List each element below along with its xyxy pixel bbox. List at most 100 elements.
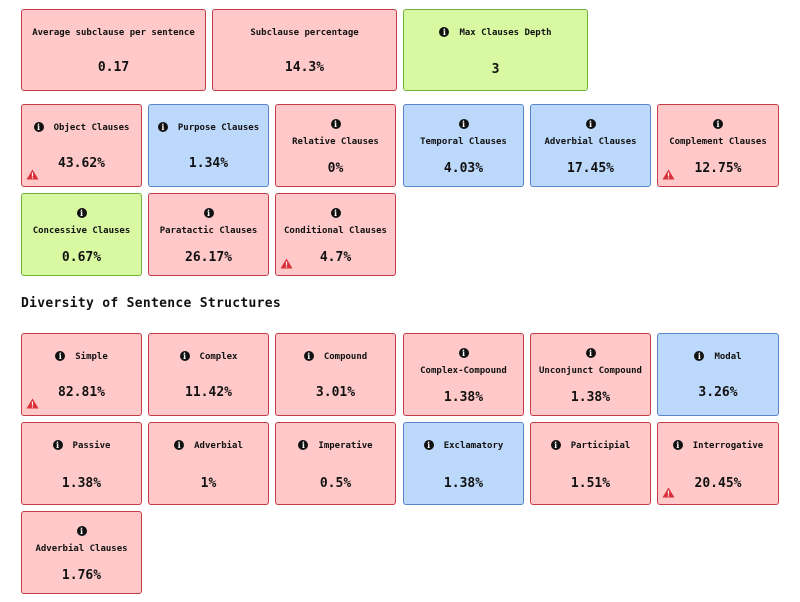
section-title: Diversity of Sentence Structures <box>21 296 282 311</box>
structure-label-row: i Exclamatory <box>404 439 523 452</box>
info-icon[interactable]: i <box>672 439 683 450</box>
structure-value: 3.01% <box>315 385 356 400</box>
info-icon[interactable]: i <box>174 439 185 450</box>
info-icon[interactable]: i <box>330 119 341 129</box>
structure-card-exclamatory: i Exclamatory 1.38% <box>403 422 524 505</box>
metric-label-row: i Max Clauses Depth <box>404 26 587 39</box>
structure-label: Interrogative <box>692 441 764 451</box>
clause-value: 4.03% <box>443 161 484 176</box>
structure-label-row: i Simple <box>22 350 141 363</box>
warning-icon <box>662 487 675 498</box>
clause-value: 12.75% <box>694 161 742 176</box>
metric-value: 3 <box>491 62 500 77</box>
info-icon[interactable]: i <box>203 208 214 218</box>
clause-label: Complement Clauses <box>669 137 767 147</box>
clause-value: 0.67% <box>61 250 102 265</box>
metric-label: Average subclause per sentence <box>32 28 195 38</box>
info-icon[interactable]: i <box>179 350 190 361</box>
structure-value: 82.81% <box>58 385 105 400</box>
structure-label: Exclamatory <box>443 441 504 451</box>
clause-card-complement: i Complement Clauses 12.75% <box>657 104 779 187</box>
structure-label: Adverbial Clauses <box>35 544 128 554</box>
structure-value: 1.38% <box>443 390 484 405</box>
structure-card-simple: i Simple 82.81% <box>21 333 142 416</box>
info-icon[interactable]: i <box>458 119 469 129</box>
warning-icon <box>280 258 293 269</box>
clause-value: 1.34% <box>188 156 229 171</box>
structure-card-passive: i Passive 1.38% <box>21 422 142 505</box>
info-icon[interactable]: i <box>76 526 87 536</box>
structure-label-row: i Interrogative <box>658 439 778 452</box>
clause-value: 0% <box>327 161 344 176</box>
structure-label: Imperative <box>318 441 373 451</box>
info-icon[interactable]: i <box>458 348 469 358</box>
info-icon[interactable]: i <box>52 439 63 450</box>
metric-value: 0.17 <box>97 60 130 75</box>
info-icon[interactable]: i <box>439 26 450 37</box>
info-icon[interactable]: i <box>550 439 561 450</box>
clause-label: Adverbial Clauses <box>544 137 637 147</box>
info-icon[interactable]: i <box>694 350 705 361</box>
clause-label-row: i Object Clauses <box>22 121 141 134</box>
info-icon[interactable]: i <box>157 121 168 132</box>
clause-card-conditional: i Conditional Clauses 4.7% <box>275 193 396 276</box>
warning-icon <box>662 169 675 180</box>
structure-label-row: i Modal <box>658 350 778 363</box>
clause-label: Paratactic Clauses <box>159 226 258 236</box>
info-icon[interactable]: i <box>585 348 596 358</box>
clause-card-object: i Object Clauses 43.62% <box>21 104 142 187</box>
structure-value: 1.76% <box>61 568 102 583</box>
structure-value: 1.51% <box>570 476 611 491</box>
structure-label: Simple <box>75 352 108 362</box>
structure-label-row: i Participial <box>531 439 650 452</box>
info-icon[interactable]: i <box>303 350 314 361</box>
info-icon[interactable]: i <box>330 208 341 218</box>
structure-label: Complex <box>199 352 238 362</box>
warning-icon <box>26 169 39 180</box>
structure-label: Participial <box>570 441 631 451</box>
structure-label-row: i Complex <box>149 350 268 363</box>
info-icon[interactable]: i <box>585 119 596 129</box>
clause-value: 43.62% <box>58 156 105 171</box>
clause-card-purpose: i Purpose Clauses 1.34% <box>148 104 269 187</box>
structure-card-unconjunct-compound: i Unconjunct Compound 1.38% <box>530 333 651 416</box>
structure-value: 1.38% <box>570 390 611 405</box>
structure-value: 20.45% <box>694 476 742 491</box>
metric-value: 14.3% <box>284 60 325 75</box>
structure-value: 1.38% <box>443 476 484 491</box>
structure-label: Adverbial <box>194 441 243 451</box>
clause-label: Object Clauses <box>53 123 130 133</box>
structure-card-adverbial: i Adverbial 1% <box>148 422 269 505</box>
info-icon[interactable]: i <box>76 208 87 218</box>
info-icon[interactable]: i <box>55 350 66 361</box>
structure-card-participial: i Participial 1.51% <box>530 422 651 505</box>
clause-value: 26.17% <box>185 250 232 265</box>
clause-label: Concessive Clauses <box>32 226 131 236</box>
structure-label: Passive <box>72 441 111 451</box>
info-icon[interactable]: i <box>33 121 44 132</box>
structure-label-row: i Adverbial <box>149 439 268 452</box>
structure-card-adverbial-clauses: i Adverbial Clauses 1.76% <box>21 511 142 594</box>
info-icon[interactable]: i <box>423 439 434 450</box>
structure-card-interrogative: i Interrogative 20.45% <box>657 422 779 505</box>
clause-label: Purpose Clauses <box>177 123 260 133</box>
clause-label-row: i Purpose Clauses <box>149 121 268 134</box>
clause-card-paratactic: i Paratactic Clauses 26.17% <box>148 193 269 276</box>
info-icon[interactable]: i <box>298 439 309 450</box>
warning-icon <box>26 398 39 409</box>
structure-card-compound: i Compound 3.01% <box>275 333 396 416</box>
structure-label: Compound <box>323 352 368 362</box>
structure-value: 3.26% <box>698 385 738 400</box>
structure-label: Unconjunct Compound <box>539 366 642 376</box>
structure-card-imperative: i Imperative 0.5% <box>275 422 396 505</box>
clause-card-concessive: i Concessive Clauses 0.67% <box>21 193 142 276</box>
info-icon[interactable]: i <box>713 119 723 129</box>
structure-card-modal: i Modal 3.26% <box>657 333 779 416</box>
structure-value: 1% <box>200 476 217 491</box>
structure-value: 0.5% <box>319 476 352 491</box>
structure-label-row: i Passive <box>22 439 141 452</box>
clause-value: 17.45% <box>567 161 614 176</box>
structure-label-row: i Compound <box>276 350 395 363</box>
structure-card-complex-compound: i Complex-Compound 1.38% <box>403 333 524 416</box>
